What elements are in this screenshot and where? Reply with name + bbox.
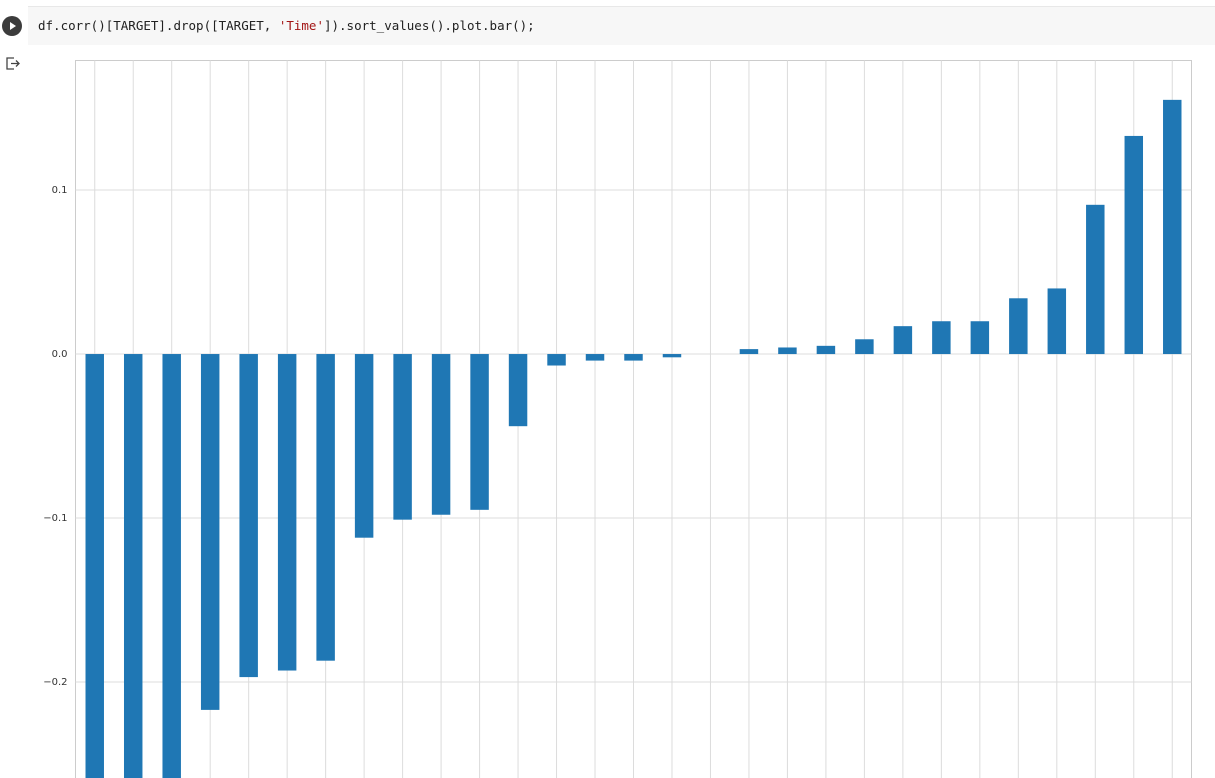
bar (354, 354, 374, 538)
bar (855, 339, 874, 355)
code-text: ]).sort_values().plot.bar(); (323, 18, 535, 33)
bar (932, 321, 951, 355)
bar (162, 354, 181, 778)
bar (970, 321, 990, 355)
y-tick-label: −0.2 (43, 677, 67, 688)
bar (1163, 99, 1182, 355)
code-cell[interactable]: df.corr()[TARGET].drop([TARGET, 'Time'])… (28, 6, 1215, 45)
bar (1124, 135, 1144, 355)
bar (1086, 204, 1105, 355)
bar (1047, 288, 1067, 355)
y-tick-label: 0.0 (52, 349, 68, 360)
bar (239, 354, 258, 678)
bar (1009, 298, 1028, 355)
bar (739, 349, 759, 355)
bar (85, 354, 104, 778)
bar (778, 347, 797, 355)
bar (470, 354, 489, 510)
bar (547, 354, 566, 366)
bar (662, 354, 682, 358)
bar (277, 354, 297, 671)
bar (508, 354, 528, 427)
bar (393, 354, 412, 520)
run-button[interactable] (2, 16, 22, 36)
code-string: 'Time' (278, 18, 324, 33)
bar (431, 354, 451, 515)
bar (893, 326, 913, 355)
code-text: df.corr()[TARGET].drop([TARGET, (38, 18, 279, 33)
bar (816, 345, 836, 355)
bar (316, 354, 335, 661)
y-tick-label: −0.1 (43, 513, 67, 524)
bar (200, 354, 220, 710)
y-tick-label: 0.1 (52, 185, 68, 196)
output-icon (6, 57, 20, 70)
bar (585, 354, 605, 361)
bar (624, 354, 643, 361)
bar (123, 354, 143, 778)
code: df.corr()[TARGET].drop([TARGET, 'Time'])… (38, 18, 535, 33)
